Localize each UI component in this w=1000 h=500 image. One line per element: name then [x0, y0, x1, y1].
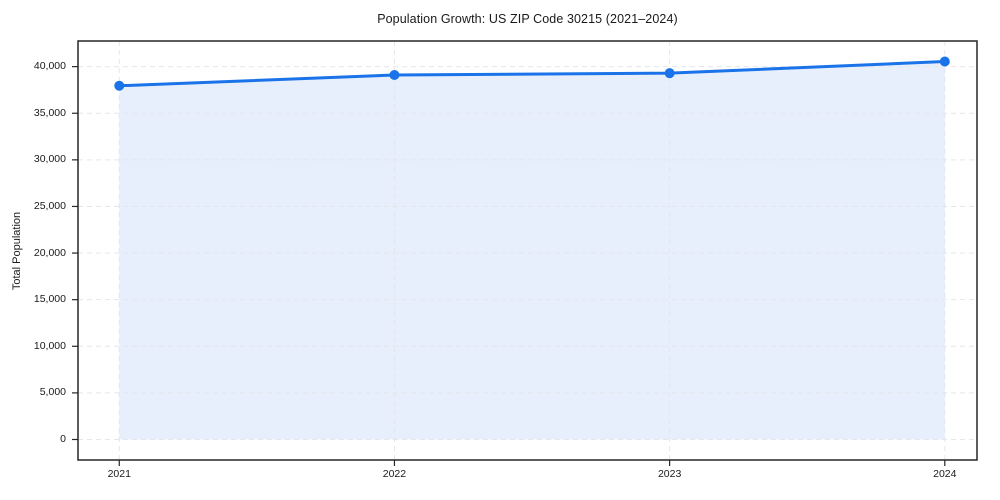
- y-tick-label: 30,000: [33, 153, 66, 166]
- area-fill: [119, 61, 945, 440]
- data-point: [114, 80, 125, 91]
- data-point: [939, 56, 950, 67]
- x-tick-label: 2022: [382, 468, 407, 480]
- data-line: [117, 60, 947, 88]
- y-tick-label: 10,000: [33, 339, 66, 352]
- y-tick-label: 20,000: [33, 246, 66, 259]
- y-tick-label: 35,000: [33, 106, 66, 119]
- data-point: [389, 70, 400, 81]
- y-tick-label: 40,000: [33, 60, 66, 73]
- data-point: [664, 68, 675, 79]
- y-tick-label: 5,000: [39, 386, 66, 399]
- x-tick-label: 2021: [107, 468, 131, 480]
- plot-border: [77, 40, 978, 461]
- x-tick-label: 2024: [933, 468, 957, 480]
- y-tick-label: 0: [60, 432, 66, 445]
- y-tick-label: 15,000: [33, 293, 66, 306]
- chart-title: Population Growth: US ZIP Code 30215 (20…: [377, 12, 678, 26]
- y-tick-label: 25,000: [33, 199, 66, 212]
- x-tick-label: 2023: [657, 468, 682, 480]
